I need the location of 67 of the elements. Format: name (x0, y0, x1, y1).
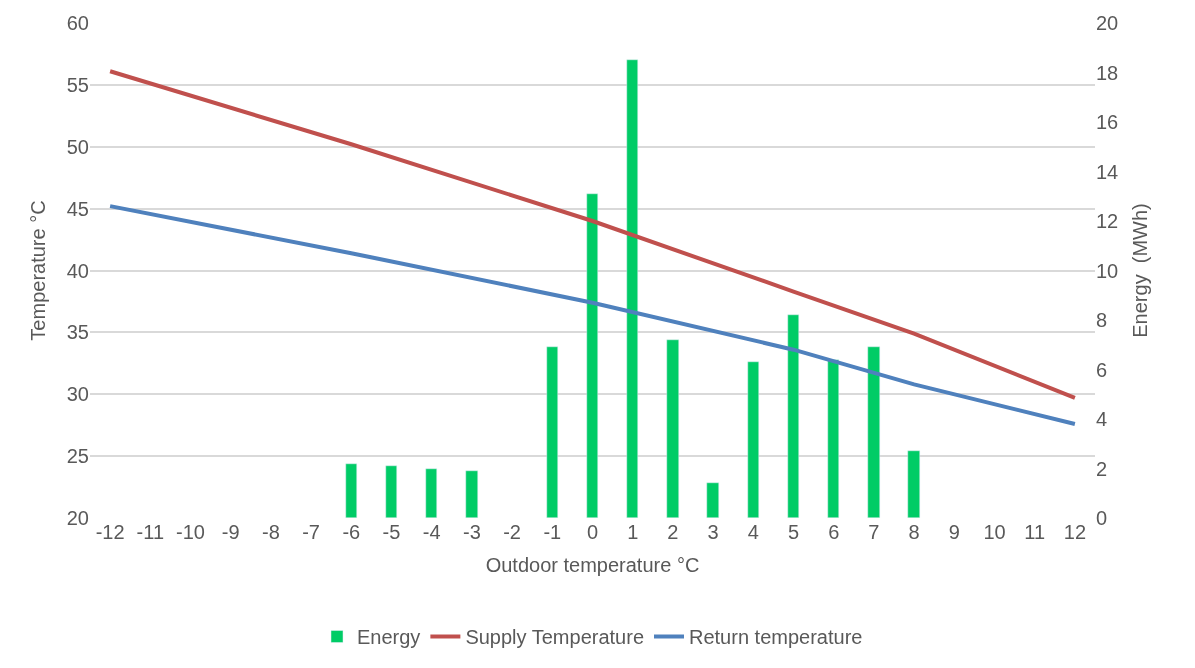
y-tick-label: 50 (66, 135, 89, 158)
x-tick-label: -2 (503, 521, 521, 543)
line-series (108, 204, 1077, 426)
x-tick-label: 3 (707, 521, 719, 543)
bar (586, 193, 598, 518)
y2-tick-label: 6 (1096, 358, 1108, 381)
bar (345, 463, 357, 518)
y-tick-label: 55 (66, 73, 89, 96)
y-tick-label: 25 (66, 445, 89, 468)
legend-label: Energy (357, 626, 421, 649)
x-tick-label: -11 (136, 521, 165, 543)
y2-tick-label: 0 (1096, 507, 1108, 529)
y2-tick-label: 14 (1096, 160, 1119, 183)
bar (385, 465, 397, 518)
bar (747, 361, 759, 518)
bar (787, 314, 799, 518)
bar (626, 59, 638, 518)
y-axis-title: Temperature °C (27, 200, 50, 341)
x-tick-label: -5 (382, 521, 401, 543)
y-tick-label: 60 (66, 12, 89, 34)
x-tick-label: 8 (908, 521, 920, 543)
x-tick-label: -3 (463, 521, 481, 543)
y2-tick-label: 10 (1096, 259, 1119, 282)
y-tick-label: 45 (66, 197, 89, 220)
legend-label: Supply Temperature (465, 626, 644, 649)
y2-tick-label: 12 (1096, 210, 1119, 232)
x-tick-label: -1 (543, 521, 562, 543)
x-tick-label: 10 (983, 521, 1006, 543)
bar (867, 346, 880, 518)
x-tick-label: -6 (342, 521, 361, 543)
bar (827, 359, 839, 518)
y2-tick-label: 2 (1096, 457, 1108, 480)
y-tick-label: 35 (66, 321, 89, 344)
bar (706, 482, 719, 518)
y2-axis-title: Energy (MWh) (1128, 203, 1151, 338)
y-tick-label: 30 (66, 383, 89, 406)
x-tick-label: 2 (667, 521, 679, 543)
x-tick-label: -4 (422, 521, 441, 543)
bar (666, 339, 679, 518)
x-tick-label: 7 (868, 521, 880, 543)
bar (907, 450, 920, 518)
x-tick-label: 6 (828, 521, 840, 543)
y2-tick-label: 16 (1096, 111, 1119, 133)
x-tick-label: -7 (302, 521, 320, 543)
x-tick-label: -9 (221, 521, 240, 543)
x-tick-label: -8 (262, 521, 280, 543)
x-tick-label: 4 (747, 521, 759, 543)
bar (425, 468, 437, 518)
y-tick-label: 40 (66, 259, 89, 282)
bar (465, 470, 478, 518)
x-tick-label: -10 (176, 521, 205, 543)
x-axis-title: Outdoor temperature °C (485, 553, 700, 576)
x-tick-label: 9 (948, 521, 960, 543)
y2-tick-label: 8 (1096, 309, 1108, 331)
y2-tick-label: 20 (1096, 12, 1119, 34)
x-tick-label: 11 (1024, 521, 1046, 543)
y-tick-label: 20 (66, 507, 89, 529)
x-tick-label: 12 (1063, 521, 1087, 543)
legend-label: Return temperature (689, 626, 863, 649)
y2-tick-label: 18 (1096, 61, 1119, 84)
line-series (108, 69, 1077, 400)
x-tick-label: 1 (627, 521, 639, 543)
x-tick-label: 5 (787, 521, 800, 543)
x-tick-label: 0 (586, 521, 599, 543)
x-tick-label: -12 (95, 521, 125, 543)
bar (546, 346, 558, 518)
y2-tick-label: 4 (1096, 408, 1108, 430)
